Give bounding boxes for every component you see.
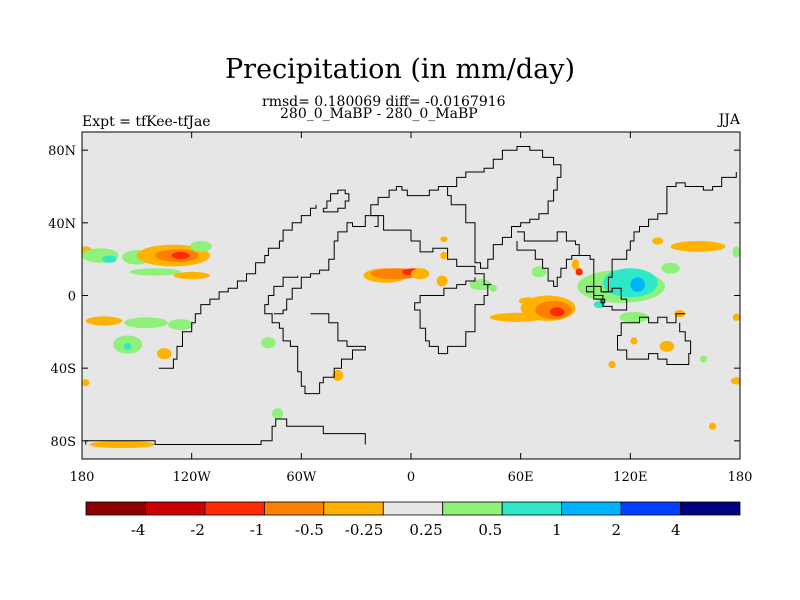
- anomaly-region: [189, 241, 212, 252]
- coastline: [370, 186, 452, 227]
- coastline: [264, 275, 366, 395]
- lon-tick-label: 180: [70, 470, 95, 485]
- lon-tick-label: 180: [728, 470, 753, 485]
- anomaly-region: [630, 337, 638, 345]
- lon-tick-label: 120E: [613, 470, 647, 485]
- coastline: [158, 204, 317, 369]
- anomaly-region: [129, 268, 181, 276]
- coastline: [516, 231, 580, 287]
- colorbar-swatch: [323, 501, 384, 516]
- anomaly-region: [89, 440, 156, 449]
- coastline: [322, 189, 350, 213]
- anomaly-region: [171, 251, 190, 260]
- anomaly-region: [272, 408, 284, 420]
- anomaly-region: [630, 277, 645, 292]
- colorbar-swatch: [442, 501, 503, 516]
- colorbar-label: 1: [552, 521, 562, 539]
- colorbar-label: 4: [671, 521, 681, 539]
- anomaly-region: [608, 360, 616, 369]
- colorbar-swatch: [145, 501, 206, 516]
- anomaly-region: [332, 369, 344, 381]
- anomaly-region: [549, 307, 565, 317]
- continent-outlines: [85, 146, 737, 445]
- anomaly-region: [730, 377, 740, 385]
- anomaly-region: [124, 342, 132, 350]
- colorbar-swatch: [501, 501, 563, 516]
- anomaly-region: [699, 355, 708, 363]
- season-label: JJA: [718, 112, 740, 128]
- colorbar-label: -0.5: [295, 521, 324, 539]
- anomaly-region: [261, 337, 276, 349]
- anomaly-region: [531, 266, 547, 278]
- longitude-axis: 180 120W 60W 0 60E 120E 180: [70, 132, 753, 485]
- anomaly-region: [102, 255, 117, 263]
- coastline: [447, 146, 562, 269]
- colorbar-label: -1: [250, 521, 265, 539]
- colorbar-swatch: [561, 501, 622, 516]
- anomaly-region: [156, 348, 172, 360]
- colorbar-label: 0.5: [478, 521, 502, 539]
- lat-tick-label: 40S: [51, 362, 76, 377]
- anomaly-region: [659, 340, 675, 352]
- map-title: Precipitation (in mm/day): [225, 54, 575, 85]
- anomaly-region: [732, 313, 740, 321]
- experiment-label: Expt = tfKee-tfJae: [82, 114, 211, 130]
- anomaly-region: [173, 271, 210, 280]
- coastline: [579, 172, 737, 293]
- coastline: [617, 313, 692, 365]
- colorbar-swatch: [204, 501, 265, 516]
- colorbar-label: -4: [131, 521, 146, 539]
- anomaly-region: [661, 262, 680, 274]
- lat-tick-label: 80N: [48, 144, 76, 159]
- coastline: [273, 215, 492, 355]
- colorbar-swatch: [620, 501, 681, 516]
- anomaly-region: [732, 246, 740, 258]
- coastline: [586, 285, 606, 304]
- anomaly-region: [652, 237, 664, 245]
- lat-tick-label: 40N: [48, 217, 76, 232]
- coastline: [85, 418, 366, 445]
- stats-line: rmsd= 0.180069 diff= -0.0167916: [262, 94, 506, 110]
- anomaly-region: [124, 317, 168, 329]
- coastline: [593, 287, 628, 311]
- colorbar: -4 -2 -1 -0.5 -0.25 0.25 0.5 1 2 4: [85, 501, 741, 539]
- colorbar-swatch: [382, 501, 444, 516]
- map-subtitle: 280_0_MaBP - 280_0_MaBP: [280, 106, 478, 122]
- anomaly-region: [82, 379, 90, 387]
- lon-tick-label: 60E: [508, 470, 534, 485]
- anomaly-region: [440, 251, 448, 260]
- colorbar-label: 2: [612, 521, 622, 539]
- latitude-axis: 80N 40N 0 40S 80S: [48, 144, 740, 450]
- lat-tick-label: 80S: [51, 435, 76, 450]
- anomaly-region: [670, 241, 726, 252]
- anomaly-region: [602, 268, 658, 298]
- anomaly-region: [619, 311, 649, 323]
- colorbar-swatch: [263, 501, 325, 516]
- anomaly-region: [708, 422, 717, 430]
- anomaly-region: [167, 319, 194, 331]
- anomaly-region: [518, 297, 538, 305]
- colorbar-label: 0.25: [409, 521, 442, 539]
- colorbar-label: -0.25: [345, 521, 383, 539]
- anomaly-region: [85, 316, 123, 326]
- lon-tick-label: 0: [407, 470, 415, 485]
- anomaly-region: [489, 284, 497, 292]
- colorbar-swatch: [85, 501, 146, 516]
- anomaly-region: [575, 268, 583, 276]
- anomaly-region: [440, 236, 448, 242]
- anomaly-region: [411, 268, 430, 280]
- lat-tick-label: 0: [68, 290, 76, 305]
- colorbar-label: -2: [190, 521, 205, 539]
- anomaly-region: [571, 259, 580, 271]
- lon-tick-label: 60W: [286, 470, 317, 485]
- anomaly-region: [436, 275, 448, 287]
- lon-tick-label: 120W: [173, 470, 212, 485]
- anomaly-region: [469, 279, 492, 291]
- anomaly-layer: [82, 236, 740, 449]
- colorbar-swatch: [680, 501, 741, 516]
